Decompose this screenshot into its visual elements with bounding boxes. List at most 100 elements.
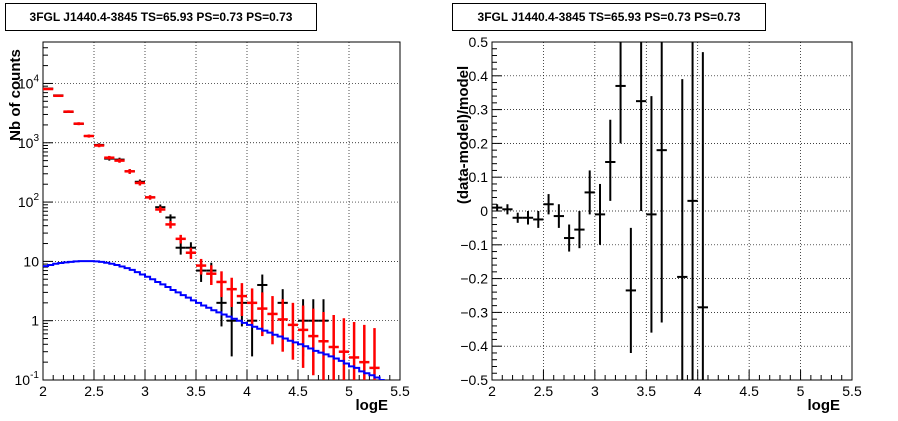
y-axis-label: (data-model)/model — [455, 66, 472, 204]
model-point — [247, 288, 258, 327]
data-point — [687, 42, 698, 380]
x-tick-label: 4 — [694, 383, 702, 399]
data-point — [677, 79, 688, 380]
y-tick-label: 1 — [31, 313, 39, 329]
data-point — [502, 204, 513, 215]
model-point — [134, 180, 145, 186]
y-tick-label: −0.5 — [460, 372, 488, 388]
model-point — [94, 143, 105, 148]
y-tick-label: 10 — [23, 253, 39, 269]
data-point — [533, 211, 544, 228]
data-point — [656, 42, 667, 323]
data-point — [605, 119, 616, 201]
y-tick-label: 104 — [18, 73, 40, 91]
residuals-panel: 2 2.5 3 3.5 4 4.5 5 5.5 −0.5 −0.4 −0.3 −0.2 −0.1 0 0.1… — [455, 34, 862, 414]
x-tick-label: 4.5 — [288, 383, 308, 399]
y-axis-label: Nb of counts — [7, 49, 24, 141]
model-point — [185, 247, 196, 259]
y-tick-label: 0.5 — [469, 34, 489, 50]
x-tick-label: 3 — [591, 383, 599, 399]
x-tick-label: 2 — [488, 383, 496, 399]
model-point — [298, 305, 309, 368]
data-point — [165, 214, 176, 221]
x-tick-label: 4.5 — [739, 383, 759, 399]
y-tick-label: −0.3 — [460, 304, 488, 320]
model-point — [53, 94, 64, 98]
y-tick-label: 0.2 — [469, 135, 489, 151]
model-point — [216, 271, 227, 298]
x-tick-label: 5.5 — [842, 383, 862, 399]
y-tick-label: 103 — [18, 133, 40, 151]
model-point — [267, 296, 278, 345]
x-axis-label: logE — [808, 397, 841, 414]
model-point — [226, 277, 237, 308]
model-point — [124, 169, 135, 174]
x-tick-label: 3.5 — [186, 383, 206, 399]
y-tick-label: −0.4 — [460, 338, 488, 354]
data-point — [584, 170, 595, 215]
model-point — [114, 158, 125, 163]
model-point — [349, 322, 360, 380]
data-point — [564, 224, 575, 252]
model-point — [63, 110, 74, 113]
y-tick-label: 102 — [18, 192, 40, 210]
data-point — [522, 211, 534, 225]
model-point — [308, 308, 319, 376]
model-point — [338, 318, 349, 380]
data-point — [512, 212, 523, 223]
model-step-line — [43, 260, 385, 380]
x-axis-label: logE — [356, 397, 389, 414]
model-point — [145, 195, 156, 200]
x-tick-label: 5 — [345, 383, 353, 399]
y-tick-label: −0.2 — [460, 271, 488, 287]
model-point — [104, 155, 115, 160]
x-tick-label: 5 — [797, 383, 805, 399]
chart-title-counts: 3FGL J1440.4-3845 TS=65.93 PS=0.73 PS=0.… — [5, 3, 317, 31]
data-point — [574, 211, 585, 249]
data-point — [646, 96, 657, 333]
model-point — [206, 265, 217, 285]
plot-area — [492, 42, 708, 380]
x-tick-label: 2 — [39, 383, 47, 399]
chart-title-residuals: 3FGL J1440.4-3845 TS=65.93 PS=0.73 PS=0.… — [452, 3, 766, 31]
y-tick-label: 0.4 — [469, 68, 489, 84]
x-tick-label: 3.5 — [637, 383, 657, 399]
x-tick-label: 3 — [141, 383, 149, 399]
data-point — [697, 52, 708, 380]
data-point — [553, 204, 564, 228]
model-point — [196, 258, 207, 275]
plot-area — [43, 87, 385, 380]
x-tick-label: 5.5 — [390, 383, 410, 399]
data-point — [175, 242, 186, 255]
data-point — [594, 183, 606, 245]
data-point — [615, 42, 626, 144]
model-point — [277, 299, 288, 352]
data-point — [625, 227, 636, 353]
data-point — [492, 204, 503, 211]
model-point — [175, 234, 186, 244]
data-point — [543, 194, 554, 215]
model-point — [73, 122, 84, 126]
model-point — [155, 206, 166, 213]
y-tick-label: −0.1 — [460, 237, 488, 253]
plot-frame — [42, 41, 401, 381]
x-tick-label: 4 — [243, 383, 251, 399]
y-tick-label: 10-1 — [15, 370, 40, 388]
model-point — [43, 87, 54, 91]
model-point — [318, 312, 329, 380]
data-point — [636, 42, 647, 211]
model-point — [83, 134, 94, 138]
data-point — [226, 299, 237, 357]
y-tick-label: 0 — [480, 203, 488, 219]
x-tick-label: 2.5 — [534, 383, 554, 399]
model-point — [328, 314, 339, 380]
model-point — [165, 220, 176, 229]
spectrum-counts-panel: 2 2.5 3 3.5 4 4.5 5 5.5 10-1 1 10 102 103 104 logE Nb o… — [7, 41, 410, 414]
y-tick-label: 0.3 — [469, 102, 489, 118]
model-point — [287, 302, 298, 360]
model-point — [369, 328, 380, 380]
model-point — [236, 283, 247, 316]
y-tick-label: 0.1 — [469, 169, 489, 185]
x-tick-label: 2.5 — [84, 383, 104, 399]
